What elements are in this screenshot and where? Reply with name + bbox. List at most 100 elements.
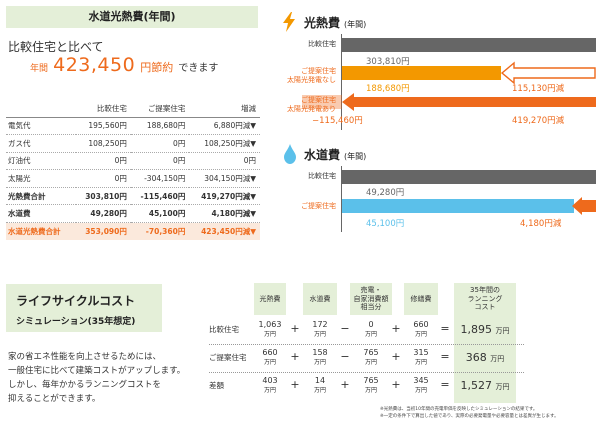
lcc-row-label: 比較住宅: [209, 325, 239, 334]
lcc-cell-value: 172: [312, 320, 328, 329]
table-row: ガス代 108,250円 0円 108,250円減▼: [6, 134, 260, 153]
lcc-cell-unit: 万円: [263, 387, 276, 394]
lcc-cell-unit: 万円: [414, 359, 427, 366]
cell-comparison: 0円: [76, 152, 131, 171]
lcc-description: 家の省エネ性能を向上させるためには、 一般住宅に比べて建築コストがアップします。…: [8, 350, 208, 406]
operator: =: [440, 350, 450, 363]
operator: +: [391, 350, 401, 363]
cell-diff: 0円: [189, 152, 260, 171]
lcc-cell-unit: 万円: [414, 387, 427, 394]
operator: −: [340, 322, 350, 335]
header-cell: ご提案住宅: [130, 100, 190, 118]
lcc-cell-value: 660: [413, 320, 429, 329]
water-value-proposal: 45,100円: [366, 219, 405, 229]
operator: +: [290, 378, 300, 391]
water-diff-proposal: 4,180円減: [520, 219, 562, 229]
panel-title: 水道光熱費(年間): [6, 6, 258, 28]
lcc-cell: 765 万円: [353, 348, 389, 368]
lcc-description-line: 一般住宅に比べて建築コストがアップします。: [8, 366, 186, 376]
lcc-cell-value: 14: [314, 376, 326, 385]
water-axis: [341, 166, 342, 232]
lcc-cell-value: 0: [368, 320, 374, 329]
water-chart-title: 水道費: [304, 148, 341, 162]
compare-text: 比較住宅と比べて: [8, 40, 104, 54]
lcc-cell: 660 万円: [252, 348, 288, 368]
energy-axis: [341, 34, 342, 130]
operator: +: [290, 350, 300, 363]
lcc-header-total: 35年間の ランニング コスト: [467, 286, 503, 312]
lcc-title-box: ライフサイクルコスト シミュレーション(35年想定): [6, 284, 162, 332]
water-chart-heading: 水道費 (年間): [304, 146, 366, 163]
energy-row-label: 比較住宅: [308, 40, 336, 48]
energy-diff-with-solar: 419,270円減: [512, 116, 565, 126]
operator: +: [290, 322, 300, 335]
saving-value: 423,450: [53, 54, 136, 76]
lcc-cell-unit: 万円: [313, 359, 326, 366]
lcc-cell-unit: 万円: [313, 387, 326, 394]
lcc-cell: 172 万円: [302, 320, 338, 340]
table-row: 水道光熱費合計 353,090円 -70,360円 423,450円減▼: [6, 222, 260, 241]
cell-diff: 419,270円減▼: [189, 187, 260, 206]
saving-unit: 円節約: [140, 61, 174, 74]
energy-value-comparison: 303,810円: [366, 57, 410, 67]
header-cell: 増減: [189, 100, 260, 118]
row-label: 水道光熱費合計: [6, 222, 77, 241]
table-row: 電気代 195,560円 188,680円 6,880円減▼: [6, 117, 260, 136]
row-label: 水道費: [6, 204, 77, 224]
cell-proposal: 188,680円: [130, 117, 190, 136]
lcc-cell: 660 万円: [403, 320, 439, 340]
lcc-cell-value: 660: [262, 348, 278, 357]
lcc-cell: 0 万円: [353, 320, 389, 340]
operator: +: [340, 378, 350, 391]
cell-comparison: 303,810円: [76, 187, 131, 206]
cell-comparison: 49,280円: [76, 204, 131, 224]
lcc-cell-value: 765: [363, 376, 379, 385]
lcc-total-value: 1,895: [460, 323, 493, 336]
lcc-cell: 403 万円: [252, 376, 288, 396]
water-chart-subtitle: (年間): [344, 152, 367, 161]
cell-diff: 423,450円減▼: [189, 222, 260, 241]
lcc-cell-unit: 万円: [414, 331, 427, 338]
row-label: ガス代: [6, 134, 77, 153]
energy-chart-title: 光熱費: [304, 16, 341, 30]
lcc-cell: 345 万円: [403, 376, 439, 396]
lcc-note: ※一定の条件下で算出した値であり、実際の必要発電量や必要容量とは差異が生じます。: [380, 414, 559, 419]
lcc-cell: 158 万円: [302, 348, 338, 368]
lcc-description-line: 家の省エネ性能を向上させるためには、: [8, 352, 162, 362]
energy-bar-comparison: [342, 38, 596, 52]
lcc-row-label: 差額: [209, 381, 224, 390]
header-cell: 比較住宅: [76, 100, 131, 118]
lcc-header-energy: 光熱費: [254, 283, 286, 315]
energy-bar-with-solar-negative: [302, 95, 342, 109]
row-label: 灯油代: [6, 152, 77, 171]
energy-diff-arrow: [500, 61, 596, 85]
lcc-cell-value: 765: [363, 348, 379, 357]
cell-comparison: 108,250円: [76, 134, 131, 153]
lcc-total-unit: 万円: [495, 383, 510, 391]
energy-chart-subtitle: (年間): [344, 20, 367, 29]
water-row-label: ご提案住宅: [301, 202, 336, 210]
operator: =: [440, 378, 450, 391]
lcc-total-column: [454, 283, 516, 403]
lcc-cell-value: 403: [262, 376, 278, 385]
lcc-cell: 315 万円: [403, 348, 439, 368]
lcc-header-repair: 修繕費: [404, 283, 438, 315]
cell-proposal: 0円: [130, 134, 190, 153]
lcc-cell: 14 万円: [302, 376, 338, 396]
saving-line: 年間 423,450 円節約 できます: [30, 54, 218, 76]
lcc-total-value: 368: [465, 351, 487, 364]
table-row: 太陽光 0円 -304,150円 304,150円減▼: [6, 169, 260, 188]
lcc-cell-unit: 万円: [263, 331, 276, 338]
lcc-note: ※光熱費は、当初10年間の売電単価を反映したシミュレーションの結果です。: [380, 407, 538, 412]
energy-value-no-solar: 188,680円: [366, 84, 410, 94]
cell-proposal: -70,360円: [130, 222, 190, 241]
lcc-cell-unit: 万円: [364, 359, 377, 366]
water-drop-icon: [284, 144, 296, 164]
cell-proposal: 0円: [130, 152, 190, 171]
table-row: 灯油代 0円 0円 0円: [6, 152, 260, 171]
lcc-description-line: 抑えることができます。: [8, 394, 101, 404]
row-label: 光熱費合計: [6, 187, 77, 206]
row-label: 電気代: [6, 117, 77, 136]
energy-chart-heading: 光熱費 (年間): [304, 14, 366, 31]
energy-diff-no-solar: 115,130円減: [512, 84, 565, 94]
